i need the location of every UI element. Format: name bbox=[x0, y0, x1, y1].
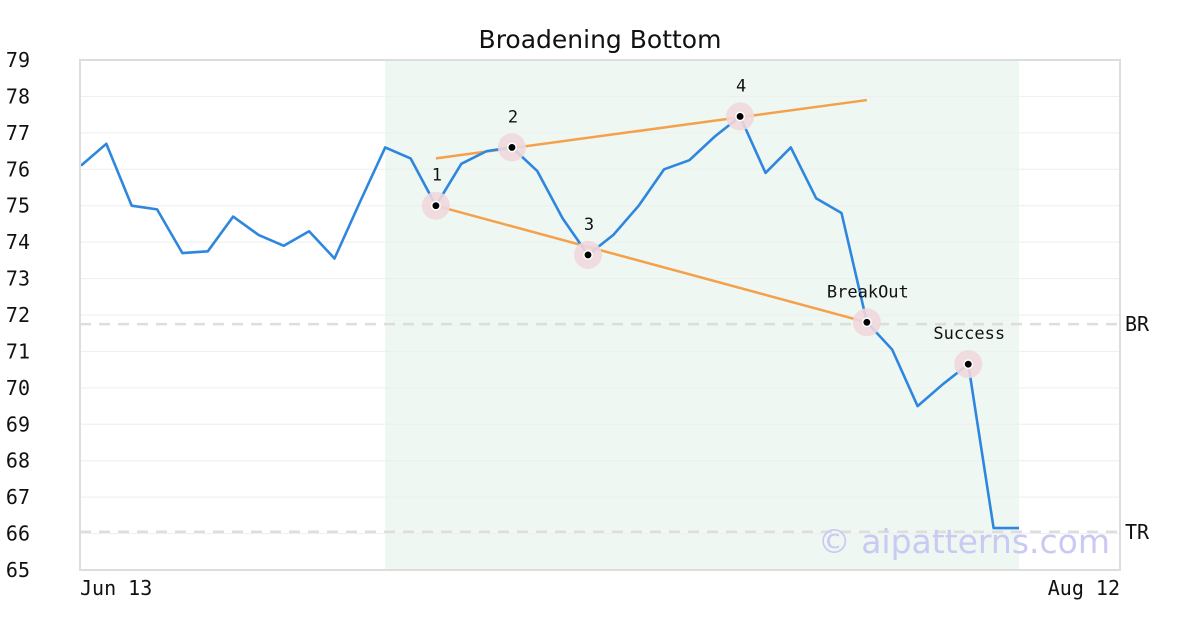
point-marker-2 bbox=[507, 142, 517, 153]
trendline-lower bbox=[435, 204, 868, 324]
x-tick-label-end: Aug 12 bbox=[1048, 576, 1120, 600]
y-tick-label: 74 bbox=[6, 230, 30, 254]
point-marker-3 bbox=[583, 249, 593, 260]
x-tick-label-start: Jun 13 bbox=[80, 576, 152, 600]
y-tick-label: 73 bbox=[6, 267, 30, 291]
y-tick-label: 67 bbox=[6, 485, 30, 509]
y-tick-label: 70 bbox=[6, 376, 30, 400]
price-series-line bbox=[80, 115, 1019, 530]
point-label-breakout: BreakOut bbox=[827, 282, 909, 302]
y-tick-label: 71 bbox=[6, 339, 30, 363]
plot-frame bbox=[79, 59, 1121, 571]
y-tick-label: 69 bbox=[6, 412, 30, 436]
watermark: © aipatterns.com bbox=[818, 522, 1110, 561]
y-tick-label: 79 bbox=[6, 48, 30, 72]
y-tick-label: 76 bbox=[6, 157, 30, 181]
y-tick-label: 68 bbox=[6, 449, 30, 473]
chart-title: Broadening Bottom bbox=[479, 25, 722, 54]
point-marker-success bbox=[963, 359, 974, 370]
point-marker-1 bbox=[430, 200, 441, 211]
y-tick-label: 77 bbox=[6, 121, 30, 145]
y-tick-label: 66 bbox=[6, 522, 30, 546]
y-tick-label: 65 bbox=[6, 558, 30, 582]
point-label-2: 2 bbox=[508, 107, 518, 127]
y-tick-label: 72 bbox=[6, 303, 30, 327]
reference-label-br: BR bbox=[1125, 312, 1150, 336]
point-label-3: 3 bbox=[584, 215, 594, 235]
point-label-4: 4 bbox=[736, 76, 746, 96]
y-tick-label: 75 bbox=[6, 194, 30, 218]
y-tick-label: 78 bbox=[6, 84, 30, 108]
point-label-success: Success bbox=[933, 324, 1005, 344]
reference-label-tr: TR bbox=[1125, 520, 1150, 544]
point-label-1: 1 bbox=[432, 166, 442, 186]
point-marker-breakout bbox=[861, 317, 872, 328]
point-marker-4 bbox=[735, 111, 746, 122]
